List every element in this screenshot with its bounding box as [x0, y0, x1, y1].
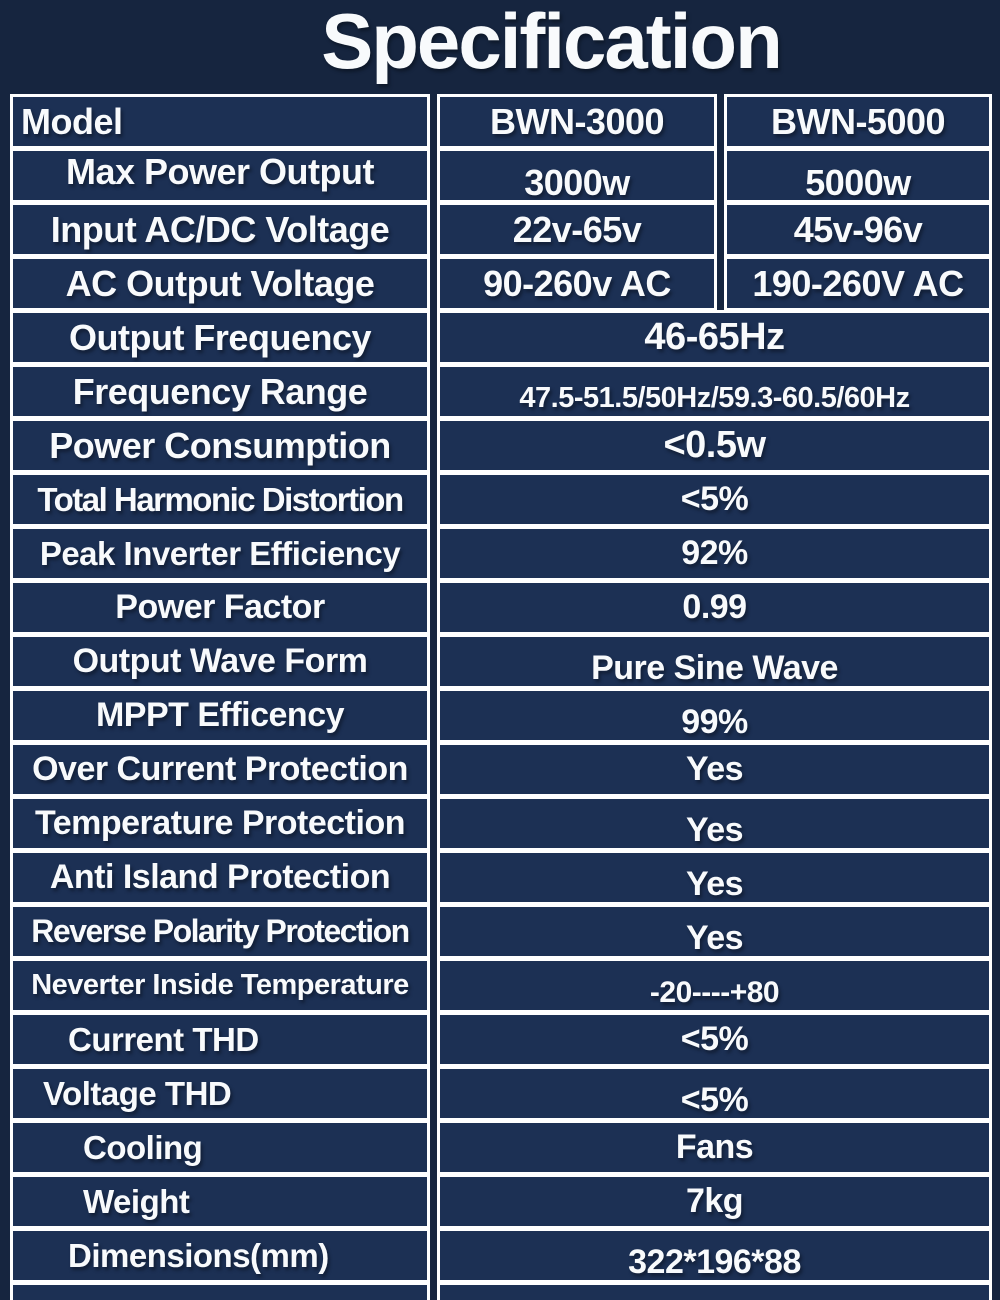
- spec-label-cell: Weight: [10, 1174, 430, 1229]
- spec-row: Neverter Inside Temperature -20----+80: [10, 958, 992, 1013]
- spec-row: Current THD <5%: [10, 1012, 992, 1067]
- spec-value-cell: <5%: [437, 1012, 992, 1067]
- spec-label-cell: [10, 1282, 430, 1300]
- spec-value-cell: Yes: [437, 796, 992, 851]
- spec-row: Reverse Polarity Protection Yes: [10, 904, 992, 959]
- spec-label-cell: Peak Inverter Efficiency: [10, 526, 430, 581]
- spec-row: [10, 1282, 992, 1300]
- spec-label-cell: Current THD: [10, 1012, 430, 1067]
- spec-label-cell: Total Harmonic Distortion: [10, 472, 430, 527]
- spec-label-cell: Input AC/DC Voltage: [10, 202, 430, 257]
- spec-value-cell: 7kg: [437, 1174, 992, 1229]
- spec-value-cell-col2: 190-260V AC: [724, 256, 992, 311]
- spec-value-cell-col2: 5000w: [724, 148, 992, 203]
- spec-label-cell: Frequency Range: [10, 364, 430, 419]
- spec-row: Cooling Fans: [10, 1120, 992, 1175]
- spec-value-cell-col1: 22v-65v: [437, 202, 717, 257]
- spec-label-cell: Model: [10, 94, 430, 149]
- spec-value-cell: 47.5-51.5/50Hz/59.3-60.5/60Hz: [437, 364, 992, 419]
- spec-value-cell: -20----+80: [437, 958, 992, 1013]
- spec-row: Frequency Range 47.5-51.5/50Hz/59.3-60.5/…: [10, 364, 992, 419]
- spec-label-cell: AC Output Voltage: [10, 256, 430, 311]
- spec-value-cell: Yes: [437, 742, 992, 797]
- spec-value-cell: 99%: [437, 688, 992, 743]
- spec-value-cell: <5%: [437, 1066, 992, 1121]
- spec-row: Total Harmonic Distortion <5%: [10, 472, 992, 527]
- spec-row: Input AC/DC Voltage 22v-65v 45v-96v: [10, 202, 992, 257]
- spec-value-cell: Yes: [437, 904, 992, 959]
- spec-value-cell-col1: 3000w: [437, 148, 717, 203]
- spec-label-cell: Reverse Polarity Protection: [10, 904, 430, 959]
- spec-label-cell: MPPT Efficency: [10, 688, 430, 743]
- spec-value-cell-col1: BWN-3000: [437, 94, 717, 149]
- spec-row: Over Current Protection Yes: [10, 742, 992, 797]
- spec-value-cell: Fans: [437, 1120, 992, 1175]
- spec-table: Model BWN-3000 BWN-5000 Max Power Output 300…: [10, 94, 992, 1300]
- spec-row: Power Factor 0.99: [10, 580, 992, 635]
- spec-value-cell: <5%: [437, 472, 992, 527]
- spec-label-cell: Voltage THD: [10, 1066, 430, 1121]
- spec-row: Output Frequency 46-65Hz: [10, 310, 992, 365]
- spec-label-cell: Output Wave Form: [10, 634, 430, 689]
- spec-row: Power Consumption <0.5w: [10, 418, 992, 473]
- spec-label-cell: Neverter Inside Temperature: [10, 958, 430, 1013]
- spec-value-cell: <0.5w: [437, 418, 992, 473]
- spec-label-cell: Max Power Output: [10, 148, 430, 203]
- spec-value-cell-col2: BWN-5000: [724, 94, 992, 149]
- spec-label-cell: Dimensions(mm): [10, 1228, 430, 1283]
- spec-row: Temperature Protection Yes: [10, 796, 992, 851]
- spec-row: Max Power Output 3000w 5000w: [10, 148, 992, 203]
- spec-value-cell-col1: 90-260v AC: [437, 256, 717, 311]
- spec-row: Output Wave Form Pure Sine Wave: [10, 634, 992, 689]
- spec-row: Peak Inverter Efficiency 92%: [10, 526, 992, 581]
- spec-label-cell: Power Factor: [10, 580, 430, 635]
- spec-label-cell: Over Current Protection: [10, 742, 430, 797]
- spec-value-cell: 46-65Hz: [437, 310, 992, 365]
- spec-value-cell: 92%: [437, 526, 992, 581]
- spec-row: Dimensions(mm) 322*196*88: [10, 1228, 992, 1283]
- spec-value-cell: 322*196*88: [437, 1228, 992, 1283]
- spec-label-cell: Anti Island Protection: [10, 850, 430, 905]
- spec-row: Weight 7kg: [10, 1174, 992, 1229]
- spec-value-cell: Pure Sine Wave: [437, 634, 992, 689]
- spec-row: Model BWN-3000 BWN-5000: [10, 94, 992, 149]
- spec-label-cell: Cooling: [10, 1120, 430, 1175]
- spec-label-cell: Temperature Protection: [10, 796, 430, 851]
- spec-value-cell-col2: 45v-96v: [724, 202, 992, 257]
- spec-value-cell: Yes: [437, 850, 992, 905]
- spec-value-cell: 0.99: [437, 580, 992, 635]
- spec-row: MPPT Efficency 99%: [10, 688, 992, 743]
- spec-label-cell: Output Frequency: [10, 310, 430, 365]
- spec-row: Anti Island Protection Yes: [10, 850, 992, 905]
- spec-row: AC Output Voltage 90-260v AC 190-260V AC: [10, 256, 992, 311]
- spec-row: Voltage THD <5%: [10, 1066, 992, 1121]
- spec-value-cell: [437, 1282, 992, 1300]
- page-title: Specification: [321, 0, 782, 85]
- spec-label-cell: Power Consumption: [10, 418, 430, 473]
